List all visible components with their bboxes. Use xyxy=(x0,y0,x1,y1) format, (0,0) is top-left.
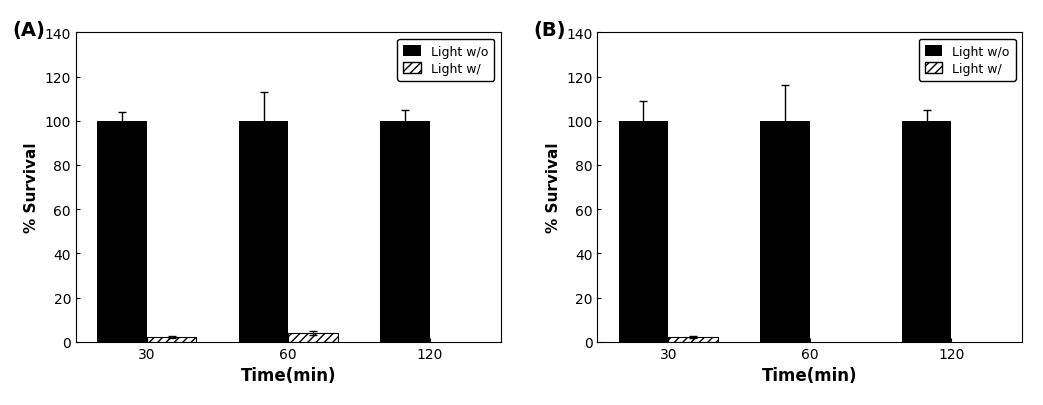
Bar xyxy=(669,337,718,342)
Bar xyxy=(618,122,669,342)
Bar xyxy=(97,122,147,342)
Bar xyxy=(147,337,196,342)
X-axis label: Time(min): Time(min) xyxy=(762,366,857,384)
Legend: Light w/o, Light w/: Light w/o, Light w/ xyxy=(397,40,494,82)
Bar xyxy=(288,333,338,342)
Bar xyxy=(760,122,809,342)
Bar xyxy=(902,122,951,342)
Text: (A): (A) xyxy=(13,21,45,40)
Y-axis label: % Survival: % Survival xyxy=(24,143,40,233)
Bar xyxy=(239,122,288,342)
Legend: Light w/o, Light w/: Light w/o, Light w/ xyxy=(919,40,1016,82)
Bar xyxy=(381,122,430,342)
X-axis label: Time(min): Time(min) xyxy=(241,366,336,384)
Text: (B): (B) xyxy=(534,21,566,40)
Y-axis label: % Survival: % Survival xyxy=(545,143,561,233)
